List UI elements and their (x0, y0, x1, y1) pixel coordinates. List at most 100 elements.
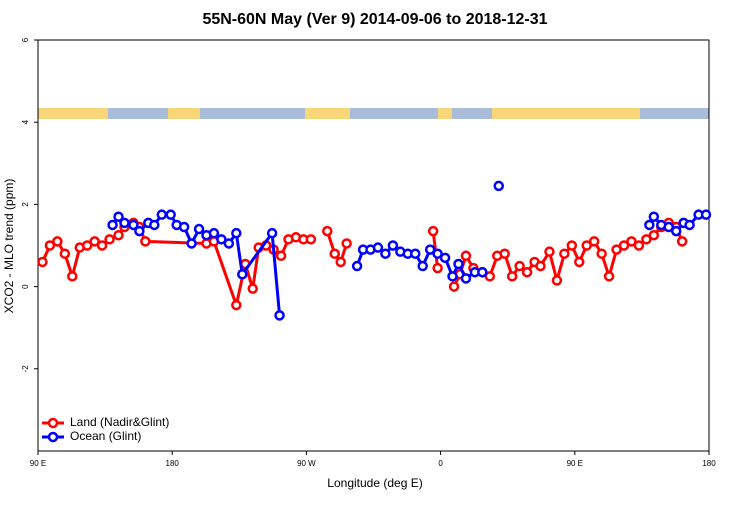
data-point (535, 260, 546, 272)
data-point (448, 281, 460, 292)
data-point (439, 252, 451, 264)
data-point (149, 219, 160, 231)
data-point (644, 219, 655, 231)
y-axis-label: XCO2 - MLO trend (ppm) (2, 179, 16, 314)
data-point (37, 256, 48, 268)
data-point (521, 266, 533, 278)
data-point (453, 258, 464, 270)
data-point (676, 236, 688, 247)
y-tick-label: 2 (21, 202, 30, 207)
data-point (410, 248, 421, 259)
map-ocean (200, 108, 305, 119)
data-point (44, 240, 56, 251)
y-tick-label: -2 (21, 365, 30, 373)
data-point (588, 236, 600, 247)
legend-label: Land (Nadir&Glint) (70, 415, 169, 429)
x-axis-label: Longitude (deg E) (327, 476, 422, 490)
data-point (140, 236, 151, 247)
data-point (648, 229, 660, 241)
data-point (460, 250, 472, 262)
y-tick-label: 4 (21, 119, 30, 124)
data-point (387, 240, 399, 251)
y-tick-label: 6 (21, 37, 30, 42)
data-point (596, 248, 607, 259)
data-point (335, 256, 346, 268)
data-point (104, 234, 115, 245)
data-point (107, 219, 118, 231)
data-point (559, 248, 570, 259)
data-point (641, 234, 652, 245)
data-point (165, 209, 176, 220)
data-point (193, 223, 205, 235)
data-point (380, 248, 391, 259)
data-point (275, 250, 287, 262)
y-tick-label: 0 (21, 284, 30, 289)
data-point (156, 209, 168, 220)
legend-label: Ocean (Glint) (70, 429, 141, 443)
data-point (134, 225, 145, 237)
data-point (460, 273, 472, 284)
data-point (626, 236, 637, 247)
data-point (544, 246, 555, 257)
data-point (663, 221, 674, 233)
data-point (329, 248, 340, 259)
data-point (574, 256, 585, 268)
data-point (424, 244, 436, 255)
data-point (566, 240, 578, 251)
data-point (351, 260, 363, 272)
data-point (484, 271, 496, 282)
data-point (59, 248, 71, 259)
x-tick-label: 0 (438, 459, 443, 468)
data-point (447, 271, 458, 282)
data-point (670, 225, 682, 237)
legend-marker (47, 417, 59, 429)
data-point (89, 236, 100, 247)
x-tick-label: 90 E (30, 459, 46, 468)
data-point (618, 240, 630, 251)
x-tick-label: 90 W (297, 459, 316, 468)
map-ocean (452, 108, 492, 119)
data-point (684, 219, 695, 231)
data-point (432, 262, 443, 274)
x-tick-label: 180 (166, 459, 180, 468)
data-point (223, 238, 235, 249)
data-point (237, 269, 248, 280)
data-point (322, 225, 333, 237)
data-point (208, 227, 220, 239)
map-ocean (640, 108, 709, 119)
data-point (499, 248, 510, 259)
data-point (231, 227, 242, 239)
data-point (427, 225, 439, 237)
data-point (67, 271, 78, 282)
data-point (648, 211, 660, 222)
data-point (493, 180, 505, 192)
data-point (186, 238, 197, 249)
data-point (700, 209, 712, 220)
data-point (372, 242, 384, 253)
data-point (81, 240, 93, 251)
data-point (266, 227, 278, 239)
data-point (477, 266, 488, 278)
legend-marker (47, 431, 59, 443)
x-tick-label: 180 (702, 459, 716, 468)
data-point (603, 271, 615, 282)
data-point (113, 229, 124, 241)
data-point (514, 260, 525, 272)
data-point (506, 271, 518, 282)
data-point (119, 217, 130, 229)
data-point (432, 248, 443, 259)
map-ocean (350, 108, 438, 119)
data-point (551, 275, 563, 286)
map-ocean (108, 108, 168, 119)
data-point (417, 260, 428, 272)
x-tick-label: 90 E (567, 459, 583, 468)
data-point (231, 299, 242, 311)
chart-title: 55N-60N May (Ver 9) 2014-09-06 to 2018-1… (202, 11, 547, 28)
data-point (113, 211, 124, 222)
map-band (38, 108, 709, 119)
data-point (305, 234, 317, 245)
data-point (274, 310, 285, 321)
data-point (611, 244, 622, 255)
